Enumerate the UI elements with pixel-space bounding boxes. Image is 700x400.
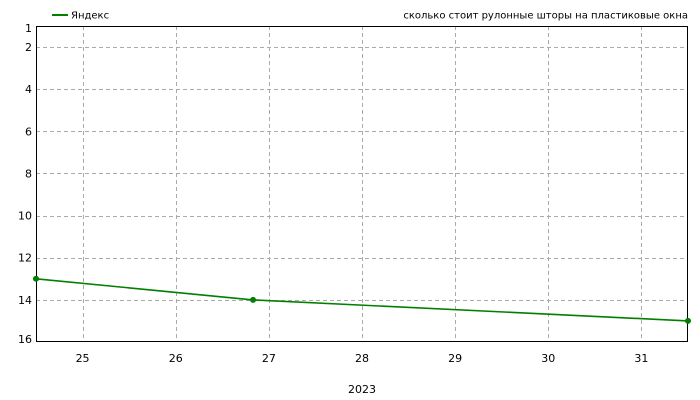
x-tick-label: 27 (262, 352, 276, 365)
y-tick-label: 8 (25, 167, 32, 180)
y-tick-label: 14 (18, 294, 32, 307)
x-axis-ticks: 25 26 27 28 29 30 31 (76, 352, 649, 365)
x-axis-label: 2023 (348, 383, 376, 396)
data-point (250, 296, 257, 303)
x-tick-label: 28 (355, 352, 369, 365)
y-tick-label: 16 (18, 333, 32, 346)
series-layer (33, 275, 691, 324)
y-tick-label: 1 (25, 22, 32, 35)
y-tick-label: 12 (18, 252, 32, 265)
x-tick-label: 25 (76, 352, 90, 365)
x-tick-label: 30 (541, 352, 555, 365)
y-tick-label: 6 (25, 125, 32, 138)
x-tick-label: 29 (448, 352, 462, 365)
y-tick-label: 4 (25, 83, 32, 96)
grid (36, 26, 688, 342)
query-title: сколько стоит рулонные шторы на пластико… (403, 11, 688, 22)
y-tick-label: 10 (18, 210, 32, 223)
legend-label: Яндекс (71, 11, 109, 22)
x-tick-label: 31 (634, 352, 648, 365)
plot-frame (36, 26, 688, 342)
x-tick-label: 26 (169, 352, 183, 365)
data-point (33, 275, 39, 282)
legend: Яндекс (52, 11, 109, 22)
y-tick-label: 2 (25, 41, 32, 54)
data-point (685, 317, 691, 324)
